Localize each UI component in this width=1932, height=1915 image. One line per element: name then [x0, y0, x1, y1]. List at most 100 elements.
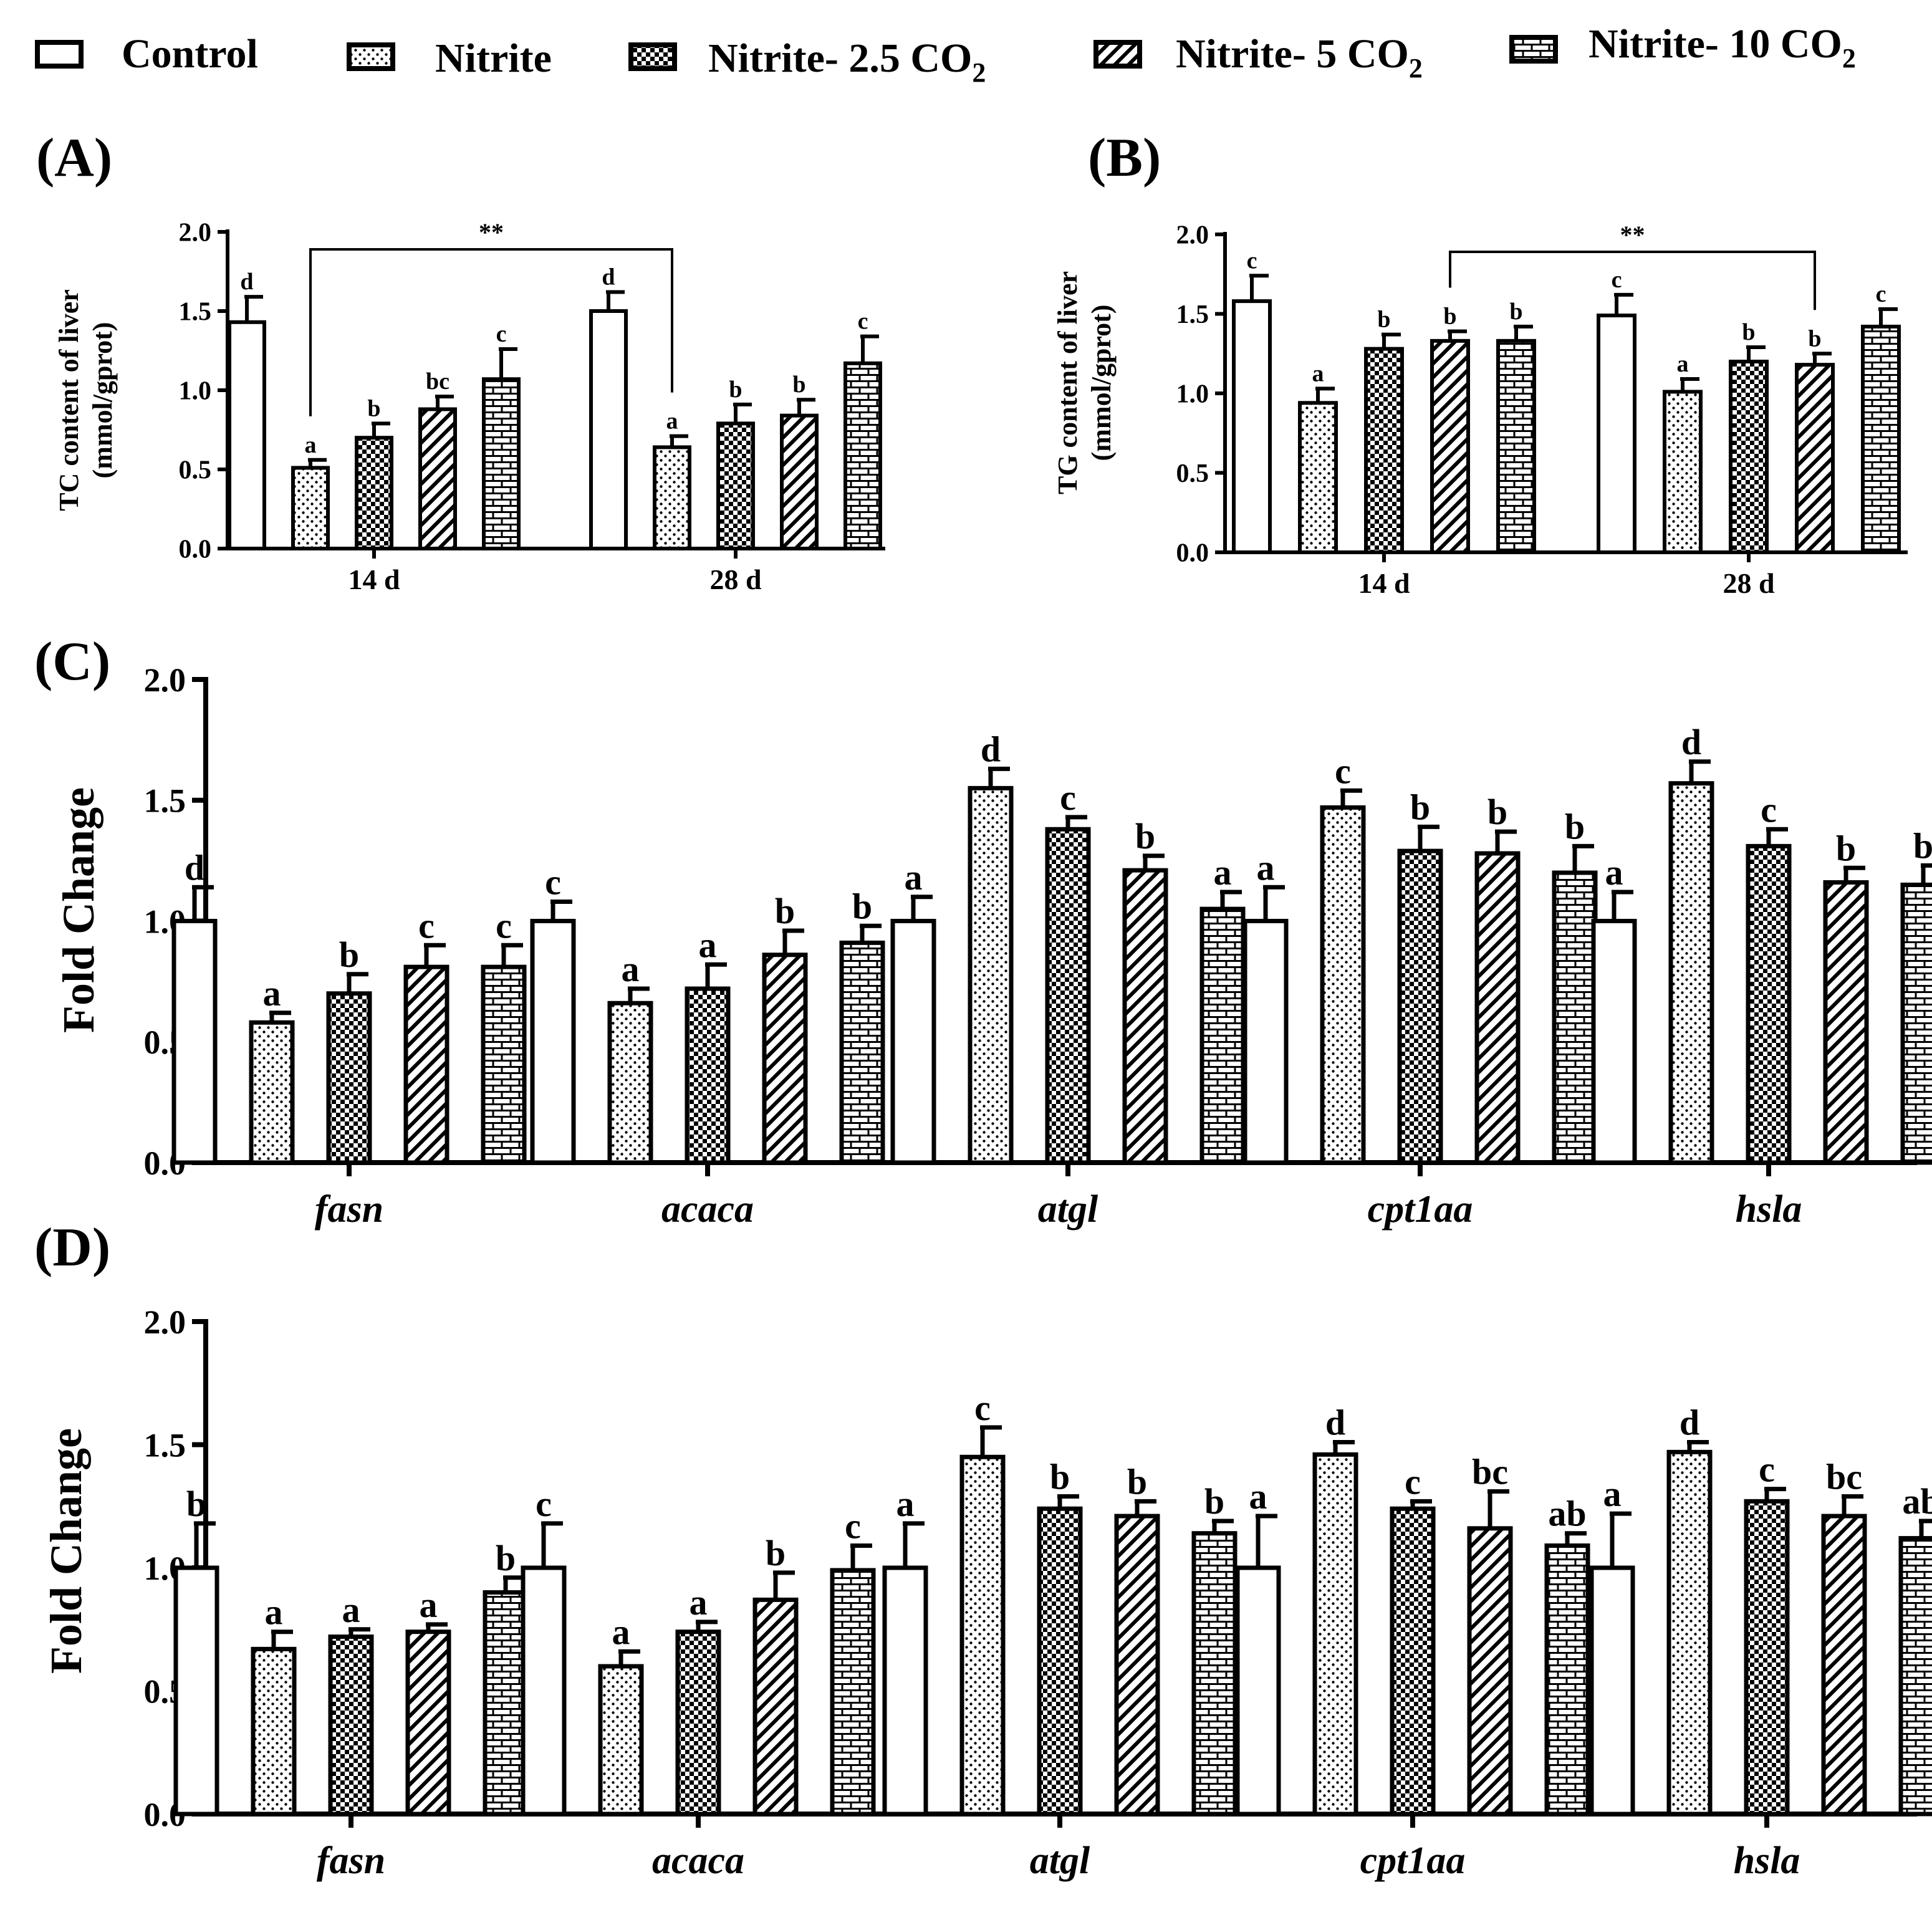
panel-d-category-label: hsla [1734, 1840, 1800, 1882]
panel-d-bar [1589, 1565, 1635, 1817]
panel-b-bar [1663, 390, 1703, 554]
panel-d-bar [1666, 1449, 1713, 1817]
panel-b-y-tick-label: 0.0 [1176, 539, 1209, 568]
panel-c-y-axis-label-line: Fold Change [54, 787, 103, 1033]
panel-c-significance-letter: c [418, 905, 435, 946]
panel-d-bar [1821, 1514, 1867, 1817]
panel-d-bar [405, 1629, 451, 1817]
panel-d-significance-letter: c [1759, 1449, 1775, 1490]
panel-c-bar [1591, 919, 1637, 1165]
panel-b-significance-letter: a [1312, 360, 1324, 386]
panel-c-significance-letter: c [545, 862, 561, 903]
panel-a-significance-stars: ** [479, 218, 504, 246]
panel-d-bar [598, 1664, 644, 1817]
panel-c-bar [1900, 882, 1932, 1165]
panel-b-significance-letter: c [1876, 281, 1886, 307]
legend-label-nitrite-10-co2-sub: 2 [1842, 43, 1856, 74]
legend-label-nitrite-2-5-co2-main: Nitrite- 2.5 CO [708, 36, 972, 81]
panel-d-bar [1544, 1543, 1590, 1817]
panel-c-bar [1199, 906, 1246, 1165]
panel-b-bar [1232, 299, 1272, 554]
panel-d-significance-letter: a [265, 1592, 283, 1633]
panel-c-significance-letter: b [852, 886, 872, 926]
panel-d-bar [1114, 1514, 1160, 1817]
panel-b-label: (B) [1088, 128, 1161, 188]
panel-a-label: (A) [36, 128, 112, 188]
panel-b-bar [1729, 360, 1769, 554]
panel-d-significance-letter: c [974, 1388, 991, 1428]
panel-d-significance-letter: d [1325, 1403, 1345, 1443]
panel-c-significance-letter: d [981, 729, 1001, 769]
panel-d-bar [830, 1568, 876, 1817]
panel-c-y-tick-label: 2.0 [144, 661, 186, 699]
legend-label-nitrite-5-co2-main: Nitrite- 5 CO [1176, 31, 1409, 77]
panel-c-bar [968, 785, 1014, 1165]
panel-d-y-axis-label-line: Fold Change [41, 1428, 91, 1674]
panel-c-bar [1552, 870, 1598, 1165]
panel-d-bar [1235, 1565, 1281, 1817]
panel-b-category-label: 14 d [1358, 567, 1410, 599]
panel-c-significance-letter: b [775, 891, 795, 931]
legend-item-nitrite-5-co2: Nitrite- 5 CO2 [1093, 31, 1423, 84]
panel-b-bar [1298, 401, 1338, 554]
panel-b-significance-letter: b [1509, 299, 1522, 325]
panel-d-y-tick-label: 2.0 [144, 1303, 186, 1341]
legend-item-nitrite-10-co2: Nitrite- 10 CO2 [1509, 21, 1856, 74]
panel-d-bar [882, 1565, 928, 1817]
legend: Control Nitrite Nitrite- 2.5 CO 2 Nitrite… [35, 21, 1856, 88]
legend-label-nitrite-10-co2: Nitrite- 10 CO2 [1588, 21, 1856, 74]
panel-c-category-label: cpt1aa [1368, 1188, 1473, 1231]
panel-d-category-label: fasn [317, 1840, 385, 1882]
panel-c-y-axis-label: Fold Change [54, 787, 103, 1033]
panel-a-significance-letter: d [602, 264, 615, 290]
panel-d-significance-letter: d [1680, 1403, 1699, 1443]
panel-d-bar [959, 1454, 1006, 1817]
panel-c-bar [1320, 805, 1366, 1165]
panel-d-bar [675, 1629, 721, 1817]
panel-c-bar [1122, 868, 1168, 1165]
panel-d-significance-letter: a [1603, 1474, 1622, 1514]
legend-item-control: Control [35, 31, 258, 77]
panel-b-bar [1597, 314, 1636, 554]
panel-c-bar [249, 1020, 295, 1165]
panel-b-bar [1795, 363, 1835, 554]
panel-a-bar [589, 309, 628, 550]
legend-swatch-nitrite-10-co2 [1509, 35, 1558, 64]
panel-a-significance-letter: bc [426, 368, 449, 395]
panel-a-bar [716, 421, 755, 551]
panel-b-y-tick-label: 2.0 [1176, 221, 1209, 250]
panel-b-category-label: 28 d [1723, 567, 1775, 599]
panel-c-significance-letter: c [496, 905, 512, 946]
panel-d-bar [1037, 1506, 1083, 1817]
panel-b-bar [1496, 338, 1536, 554]
legend-swatch-nitrite-5-co2 [1093, 40, 1142, 69]
panel-a-bar [653, 445, 691, 550]
panel-d-significance-letter: c [845, 1505, 861, 1546]
panel-c-significance-letter: b [1836, 828, 1856, 868]
panel-c-bar [530, 919, 576, 1165]
panel-d-significance-letter: b [496, 1538, 516, 1578]
panel-c-bar [403, 964, 449, 1165]
panel-c-significance-letter: a [699, 924, 717, 965]
panel-d-significance-letter: bc [1826, 1456, 1862, 1497]
panel-d-significance-letter: a [420, 1585, 438, 1625]
panel-b-bar [1861, 324, 1901, 555]
panel-c-bar [890, 919, 936, 1165]
panel-c-category-label: acaca [661, 1188, 754, 1231]
panel-c-significance-letter: a [1605, 852, 1623, 893]
panel-d-category-label: acaca [652, 1840, 744, 1882]
panel-d-significance-letter: a [1249, 1476, 1267, 1517]
panel-d-significance-letter: a [342, 1590, 360, 1630]
panel-c-bar [171, 919, 218, 1165]
panel-b-significance-letter: b [1443, 304, 1456, 330]
legend-item-nitrite: Nitrite [347, 36, 552, 81]
panel-c-significance-letter: a [263, 973, 281, 1014]
panel-a-category-label: 28 d [709, 564, 762, 595]
legend-swatch-control [35, 40, 84, 69]
panel-c-bar [1045, 827, 1091, 1165]
panel-c-significance-letter: b [1913, 825, 1932, 866]
panel-c-significance-letter: b [1410, 787, 1430, 827]
panel-b-significance-letter: b [1808, 325, 1821, 352]
panel-b-significance-letter: b [1377, 307, 1390, 333]
panel-d-significance-letter: a [896, 1484, 915, 1524]
